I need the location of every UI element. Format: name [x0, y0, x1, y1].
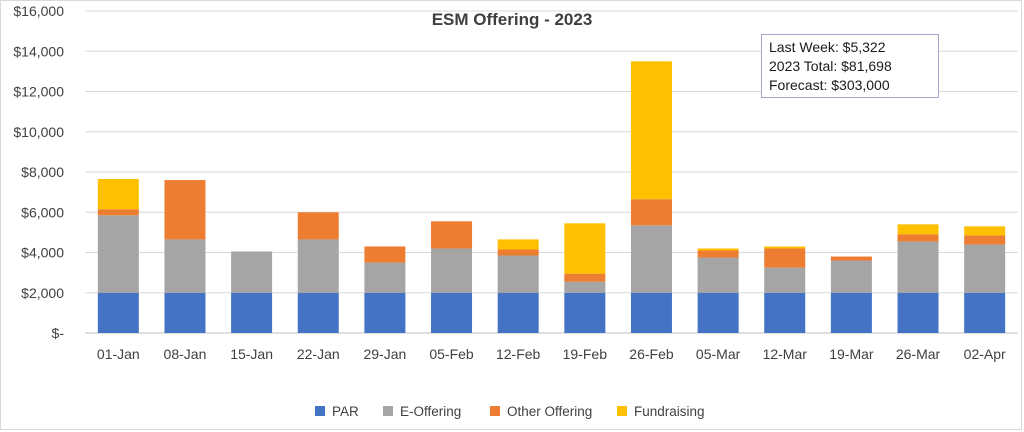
- bar-segment-e-offering: [97, 215, 139, 293]
- bar-segment-fundraising: [564, 223, 606, 274]
- bar-segment-other-offering: [297, 212, 339, 240]
- bar-segment-fundraising: [764, 246, 806, 249]
- bar-segment-e-offering: [830, 260, 872, 293]
- bar-segment-e-offering: [364, 262, 406, 293]
- legend-label: Other Offering: [507, 404, 592, 419]
- x-tick-label: 05-Feb: [429, 346, 474, 362]
- summary-annotation-box: Last Week: $5,322 2023 Total: $81,698 Fo…: [761, 34, 939, 98]
- bar-segment-par: [497, 292, 539, 333]
- bar-segment-other-offering: [431, 221, 473, 249]
- bar-segment-other-offering: [964, 235, 1006, 245]
- y-tick-label: $8,000: [21, 164, 64, 180]
- year-total-text: 2023 Total: $81,698: [769, 58, 892, 74]
- bar-segment-fundraising: [897, 224, 939, 235]
- bar-segment-other-offering: [764, 248, 806, 268]
- legend-swatch: [383, 406, 393, 416]
- x-tick-label: 26-Feb: [629, 346, 674, 362]
- x-tick-label: 26-Mar: [896, 346, 941, 362]
- x-tick-label: 12-Feb: [496, 346, 541, 362]
- bar-segment-fundraising: [97, 179, 139, 210]
- legend-label: E-Offering: [400, 404, 461, 419]
- bar-segment-e-offering: [764, 267, 806, 293]
- x-tick-label: 01-Jan: [97, 346, 140, 362]
- bar-segment-other-offering: [97, 209, 139, 216]
- bar-segment-other-offering: [630, 199, 672, 226]
- chart-title: ESM Offering - 2023: [432, 10, 593, 29]
- bar-segment-par: [297, 292, 339, 333]
- bar-segment-par: [431, 292, 473, 333]
- legend-swatch: [315, 406, 325, 416]
- bar-segment-e-offering: [164, 239, 206, 293]
- y-axis-ticks: $- $2,000 $4,000 $6,000 $8,000 $10,000 $12,000…: [13, 3, 64, 341]
- bar-segment-fundraising: [497, 239, 539, 250]
- y-tick-label: $6,000: [21, 204, 64, 220]
- y-tick-label: $14,000: [13, 43, 64, 59]
- bar-segment-par: [564, 292, 606, 333]
- x-tick-label: 02-Apr: [964, 346, 1006, 362]
- legend-label: PAR: [332, 404, 359, 419]
- forecast-text: Forecast: $303,000: [769, 77, 890, 93]
- last-week-text: Last Week: $5,322: [769, 39, 886, 55]
- bar-segment-par: [97, 292, 139, 333]
- bar-segment-other-offering: [564, 273, 606, 282]
- y-tick-label: $12,000: [13, 84, 64, 100]
- bar-segment-fundraising: [964, 226, 1006, 236]
- bar-segment-par: [897, 292, 939, 333]
- y-tick-label: $2,000: [21, 285, 64, 301]
- legend-swatch: [490, 406, 500, 416]
- x-axis-ticks: 01-Jan 08-Jan 15-Jan 22-Jan 29-Jan 05-Feb 12-F…: [97, 346, 1006, 362]
- bar-segment-other-offering: [497, 249, 539, 256]
- bar-segment-other-offering: [697, 250, 739, 258]
- bar-segment-e-offering: [897, 241, 939, 293]
- bar-segment-e-offering: [497, 255, 539, 293]
- y-tick-label: $4,000: [21, 245, 64, 261]
- x-tick-label: 29-Jan: [363, 346, 406, 362]
- x-tick-label: 19-Feb: [563, 346, 608, 362]
- bar-segment-e-offering: [964, 244, 1006, 293]
- bar-segment-e-offering: [564, 281, 606, 293]
- x-tick-label: 05-Mar: [696, 346, 741, 362]
- bar-segment-par: [164, 292, 206, 333]
- bar-segment-par: [364, 292, 406, 333]
- y-tick-label: $10,000: [13, 124, 64, 140]
- bar-segment-other-offering: [897, 234, 939, 242]
- x-tick-label: 19-Mar: [829, 346, 874, 362]
- x-tick-label: 12-Mar: [763, 346, 808, 362]
- bar-segment-other-offering: [830, 256, 872, 261]
- bar-segment-e-offering: [630, 225, 672, 293]
- bar-segment-par: [830, 292, 872, 333]
- bar-segment-fundraising: [697, 248, 739, 251]
- bar-segment-e-offering: [431, 248, 473, 293]
- bar-segment-fundraising: [630, 61, 672, 200]
- x-tick-label: 08-Jan: [164, 346, 207, 362]
- bar-segment-par: [630, 292, 672, 333]
- bar-segment-e-offering: [231, 251, 273, 293]
- y-tick-label: $16,000: [13, 3, 64, 19]
- bar-segment-par: [964, 292, 1006, 333]
- bar-segment-other-offering: [164, 180, 206, 240]
- bar-segment-par: [697, 292, 739, 333]
- bar-segment-other-offering: [364, 246, 406, 263]
- x-tick-label: 22-Jan: [297, 346, 340, 362]
- bar-segment-par: [764, 292, 806, 333]
- bar-segment-par: [231, 292, 273, 333]
- x-tick-label: 15-Jan: [230, 346, 273, 362]
- y-tick-label: $-: [52, 325, 65, 341]
- legend: PAR E-Offering Other Offering Fundraising: [315, 404, 705, 419]
- bar-segment-e-offering: [297, 239, 339, 293]
- bars: [97, 61, 1006, 333]
- legend-label: Fundraising: [634, 404, 705, 419]
- bar-segment-e-offering: [697, 257, 739, 293]
- legend-swatch: [617, 406, 627, 416]
